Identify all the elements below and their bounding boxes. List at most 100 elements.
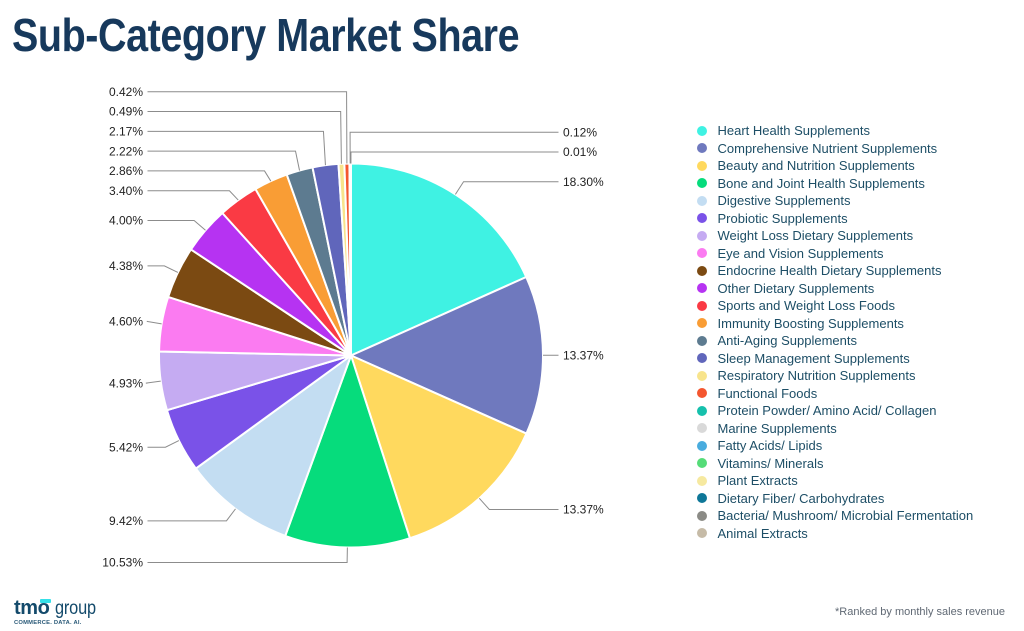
legend-dot-anti-aging-supplements <box>697 335 707 346</box>
legend-item-sleep-management-supplements: Sleep Management Supplements <box>697 349 973 367</box>
pct-label-beauty-and-nutrition-supplements: 13.37% <box>563 503 604 517</box>
label-line-marine-supplements <box>350 151 559 164</box>
legend-item-probiotic-supplements: Probiotic Supplements <box>697 209 973 227</box>
legend-item-plant-extracts: Plant Extracts <box>697 472 973 490</box>
legend-label-vitamins-minerals: Vitamins/ Minerals <box>717 455 824 471</box>
legend-label-beauty-and-nutrition-supplements: Beauty and Nutrition Supplements <box>717 158 915 174</box>
legend-dot-respiratory-nutrition-supplements <box>697 370 707 381</box>
legend-dot-sports-and-weight-loss-foods <box>697 300 707 311</box>
legend-dot-probiotic-supplements <box>697 213 707 224</box>
pct-label-other-dietary-supplements: 4.00% <box>109 214 143 228</box>
logo-tagline: COMMERCE. DATA. AI. <box>14 619 82 626</box>
legend-label-anti-aging-supplements: Anti-Aging Supplements <box>717 333 857 349</box>
legend-dot-other-dietary-supplements <box>697 283 707 294</box>
legend-dot-endocrine-health-dietary-supplements <box>697 265 707 276</box>
label-line-sports-and-weight-loss-foods <box>147 190 239 201</box>
pct-label-eye-and-vision-supplements: 4.60% <box>109 315 143 329</box>
pct-label-heart-health-supplements: 18.30% <box>563 175 604 189</box>
pie-labels: 18.30% 13.37% 13.37% 10.53% 9.42% 5.42% 4.93% 4… <box>102 85 604 570</box>
logo-wordmark-group: group <box>55 598 97 619</box>
legend-item-vitamins-minerals: Vitamins/ Minerals <box>697 454 973 472</box>
legend-item-beauty-and-nutrition-supplements: Beauty and Nutrition Supplements <box>697 157 973 175</box>
legend-label-comprehensive-nutrient-supplements: Comprehensive Nutrient Supplements <box>717 140 938 156</box>
legend-item-bone-and-joint-health-supplements: Bone and Joint Health Supplements <box>697 174 973 192</box>
legend-item-endocrine-health-dietary-supplements: Endocrine Health Dietary Supplements <box>697 262 973 280</box>
legend-item-anti-aging-supplements: Anti-Aging Supplements <box>697 332 973 350</box>
legend-dot-protein-powder-amino-acid-collagen <box>697 405 707 416</box>
legend-item-immunity-boosting-supplements: Immunity Boosting Supplements <box>697 314 973 332</box>
legend-item-marine-supplements: Marine Supplements <box>697 419 973 437</box>
label-line-probiotic-supplements <box>147 440 180 448</box>
logo-wordmark: tmo group <box>14 597 103 619</box>
legend-label-heart-health-supplements: Heart Health Supplements <box>717 123 870 139</box>
legend-dot-dietary-fiber-carbohydrates <box>697 493 707 504</box>
legend-dot-heart-health-supplements <box>697 125 707 136</box>
legend-label-other-dietary-supplements: Other Dietary Supplements <box>717 280 875 296</box>
legend-label-eye-and-vision-supplements: Eye and Vision Supplements <box>717 245 884 261</box>
label-line-sleep-management-supplements <box>147 130 326 166</box>
label-line-weight-loss-dietary-supplements <box>145 380 161 384</box>
pie-slice-bone-and-joint-health-supplements <box>284 354 411 549</box>
pct-label-protein-powder-amino-acid-collagen: 0.12% <box>563 125 597 139</box>
legend-item-fatty-acids-lipids: Fatty Acids/ Lipids <box>697 437 973 455</box>
pct-label-digestive-supplements: 9.42% <box>109 514 143 528</box>
pct-label-sleep-management-supplements: 2.17% <box>109 125 143 139</box>
legend-dot-immunity-boosting-supplements <box>697 318 707 329</box>
legend-item-animal-extracts: Animal Extracts <box>697 524 973 542</box>
legend-item-digestive-supplements: Digestive Supplements <box>697 192 973 210</box>
pct-label-endocrine-health-dietary-supplements: 4.38% <box>109 259 143 273</box>
legend-dot-comprehensive-nutrient-supplements <box>697 143 707 154</box>
legend-dot-bone-and-joint-health-supplements <box>697 178 707 189</box>
pie-slice-beauty-and-nutrition-supplements <box>350 354 528 540</box>
legend-label-protein-powder-amino-acid-collagen: Protein Powder/ Amino Acid/ Collagen <box>717 403 937 419</box>
pct-label-anti-aging-supplements: 2.22% <box>109 144 143 158</box>
legend-label-animal-extracts: Animal Extracts <box>717 525 808 541</box>
legend-item-protein-powder-amino-acid-collagen: Protein Powder/ Amino Acid/ Collagen <box>697 402 973 420</box>
legend-label-sleep-management-supplements: Sleep Management Supplements <box>717 350 910 366</box>
brand-logo: tmo group COMMERCE. DATA. AI. <box>14 597 103 626</box>
legend-dot-bacteria-mushroom-microbial-fermentation <box>697 510 707 521</box>
legend-label-dietary-fiber-carbohydrates: Dietary Fiber/ Carbohydrates <box>717 490 885 506</box>
legend-item-eye-and-vision-supplements: Eye and Vision Supplements <box>697 244 973 262</box>
legend-dot-beauty-and-nutrition-supplements <box>697 160 707 171</box>
chart-legend: Heart Health Supplements Comprehensive Nu… <box>697 122 973 542</box>
legend-label-immunity-boosting-supplements: Immunity Boosting Supplements <box>717 315 904 331</box>
label-line-beauty-and-nutrition-supplements <box>478 497 559 510</box>
pct-label-bone-and-joint-health-supplements: 10.53% <box>102 556 143 570</box>
label-line-functional-foods <box>147 91 348 164</box>
legend-item-comprehensive-nutrient-supplements: Comprehensive Nutrient Supplements <box>697 139 973 157</box>
legend-dot-fatty-acids-lipids <box>697 440 707 451</box>
legend-dot-sleep-management-supplements <box>697 353 707 364</box>
label-line-immunity-boosting-supplements <box>147 170 272 182</box>
legend-item-dietary-fiber-carbohydrates: Dietary Fiber/ Carbohydrates <box>697 489 973 507</box>
legend-label-respiratory-nutrition-supplements: Respiratory Nutrition Supplements <box>717 368 916 384</box>
legend-item-weight-loss-dietary-supplements: Weight Loss Dietary Supplements <box>697 227 973 245</box>
legend-dot-digestive-supplements <box>697 195 707 206</box>
logo-macron-accent <box>39 599 51 603</box>
legend-label-probiotic-supplements: Probiotic Supplements <box>717 210 848 226</box>
legend-item-heart-health-supplements: Heart Health Supplements <box>697 122 973 140</box>
label-line-anti-aging-supplements <box>147 150 301 171</box>
pct-label-comprehensive-nutrient-supplements: 13.37% <box>563 348 604 362</box>
page-title: Sub-Category Market Share <box>12 9 520 61</box>
label-line-endocrine-health-dietary-supplements <box>147 265 179 273</box>
legend-label-digestive-supplements: Digestive Supplements <box>717 193 851 209</box>
legend-item-sports-and-weight-loss-foods: Sports and Weight Loss Foods <box>697 297 973 315</box>
legend-dot-marine-supplements <box>697 423 707 434</box>
label-line-digestive-supplements <box>147 508 236 522</box>
pct-label-marine-supplements: 0.01% <box>563 145 597 159</box>
legend-label-marine-supplements: Marine Supplements <box>717 420 837 436</box>
label-line-eye-and-vision-supplements <box>146 320 162 325</box>
legend-dot-plant-extracts <box>697 475 707 486</box>
label-line-bone-and-joint-health-supplements <box>147 547 348 563</box>
legend-label-plant-extracts: Plant Extracts <box>717 473 798 489</box>
pct-label-weight-loss-dietary-supplements: 4.93% <box>109 376 143 390</box>
legend-label-sports-and-weight-loss-foods: Sports and Weight Loss Foods <box>717 298 896 314</box>
legend-dot-weight-loss-dietary-supplements <box>697 230 707 241</box>
footnote: *Ranked by monthly sales revenue <box>835 606 1005 618</box>
legend-label-functional-foods: Functional Foods <box>717 385 818 401</box>
legend-item-bacteria-mushroom-microbial-fermentation: Bacteria/ Mushroom/ Microbial Fermentati… <box>697 507 973 525</box>
legend-item-functional-foods: Functional Foods <box>697 384 973 402</box>
